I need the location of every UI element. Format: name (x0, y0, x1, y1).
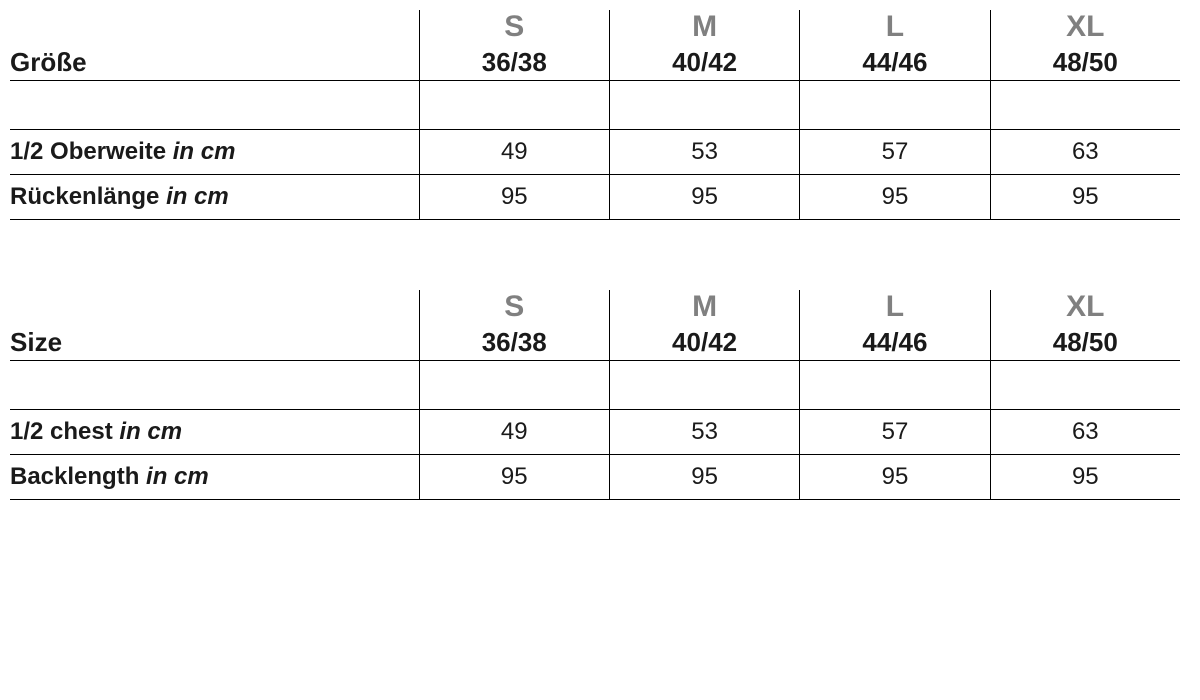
label-chest: 1/2 chest in cm (10, 410, 419, 455)
header-letter-s-en: S (419, 290, 609, 324)
val-chest-2: 57 (800, 410, 990, 455)
val-back-0: 95 (419, 455, 609, 500)
header-num-0: 36/38 (419, 44, 609, 81)
header-num-2-en: 44/46 (800, 324, 990, 361)
val-ruecken-1: 95 (609, 175, 799, 220)
val-back-1: 95 (609, 455, 799, 500)
header-label-empty (10, 10, 419, 44)
header-num-2: 44/46 (800, 44, 990, 81)
header-letter-s: S (419, 10, 609, 44)
label-main: 1/2 Oberweite (10, 138, 166, 165)
row-rueckenlaenge: Rückenlänge in cm 95 95 95 95 (10, 175, 1180, 220)
header-letter-xl-en: XL (990, 290, 1180, 324)
header-numeric-row: Größe 36/38 40/42 44/46 48/50 (10, 44, 1180, 81)
val-ruecken-3: 95 (990, 175, 1180, 220)
header-label-groesse: Größe (10, 44, 419, 81)
val-oberweite-3: 63 (990, 130, 1180, 175)
label-main: Rückenlänge (10, 183, 159, 210)
spacer-row (10, 81, 1180, 130)
val-oberweite-1: 53 (609, 130, 799, 175)
size-table-de: S M L XL Größe 36/38 40/42 44/46 48/50 1… (10, 10, 1180, 220)
row-oberweite: 1/2 Oberweite in cm 49 53 57 63 (10, 130, 1180, 175)
val-back-2: 95 (800, 455, 990, 500)
label-unit: in cm (173, 138, 236, 165)
header-label-empty-en (10, 290, 419, 324)
val-chest-1: 53 (609, 410, 799, 455)
header-label-size: Size (10, 324, 419, 361)
val-chest-0: 49 (419, 410, 609, 455)
header-letter-l-en: L (800, 290, 990, 324)
label-main: 1/2 chest (10, 418, 113, 445)
header-num-0-en: 36/38 (419, 324, 609, 361)
val-ruecken-2: 95 (800, 175, 990, 220)
header-num-1: 40/42 (609, 44, 799, 81)
row-backlength: Backlength in cm 95 95 95 95 (10, 455, 1180, 500)
label-rueckenlaenge: Rückenlänge in cm (10, 175, 419, 220)
header-letter-m: M (609, 10, 799, 44)
val-back-3: 95 (990, 455, 1180, 500)
header-letter-row: S M L XL (10, 10, 1180, 44)
val-oberweite-2: 57 (800, 130, 990, 175)
size-table-en: S M L XL Size 36/38 40/42 44/46 48/50 1/… (10, 290, 1180, 500)
label-unit: in cm (146, 463, 209, 490)
header-numeric-row-en: Size 36/38 40/42 44/46 48/50 (10, 324, 1180, 361)
header-num-3-en: 48/50 (990, 324, 1180, 361)
label-oberweite: 1/2 Oberweite in cm (10, 130, 419, 175)
label-unit: in cm (166, 183, 229, 210)
label-unit: in cm (119, 418, 182, 445)
header-letter-l: L (800, 10, 990, 44)
label-backlength: Backlength in cm (10, 455, 419, 500)
label-main: Backlength (10, 463, 139, 490)
spacer-row-en (10, 361, 1180, 410)
val-chest-3: 63 (990, 410, 1180, 455)
header-letter-row-en: S M L XL (10, 290, 1180, 324)
val-oberweite-0: 49 (419, 130, 609, 175)
header-num-3: 48/50 (990, 44, 1180, 81)
header-letter-m-en: M (609, 290, 799, 324)
row-chest: 1/2 chest in cm 49 53 57 63 (10, 410, 1180, 455)
header-letter-xl: XL (990, 10, 1180, 44)
val-ruecken-0: 95 (419, 175, 609, 220)
header-num-1-en: 40/42 (609, 324, 799, 361)
